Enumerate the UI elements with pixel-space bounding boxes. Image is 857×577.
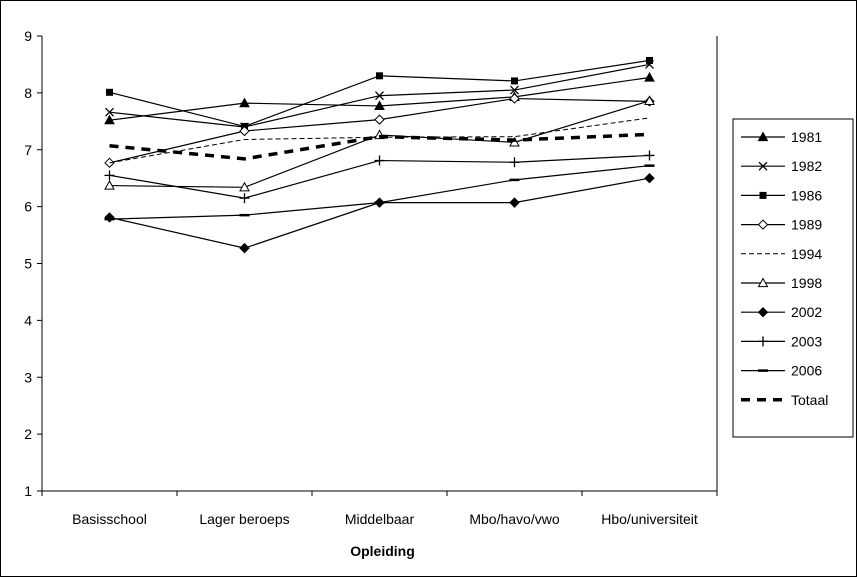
data-point xyxy=(104,180,115,190)
y-tick-label: 8 xyxy=(24,85,32,101)
legend-marker xyxy=(758,161,768,171)
series-2002 xyxy=(104,172,655,254)
data-point xyxy=(104,212,115,223)
legend-marker xyxy=(757,219,769,230)
legend-label: 1981 xyxy=(791,129,822,145)
data-point xyxy=(511,77,518,85)
x-tick-label: Mbo/havo/vwo xyxy=(469,511,559,527)
legend-label: 2006 xyxy=(791,363,822,379)
y-tick-label: 4 xyxy=(24,312,32,328)
y-tick-label: 9 xyxy=(24,28,32,44)
data-point xyxy=(239,97,250,108)
x-tick-label: Lager beroeps xyxy=(199,511,289,527)
legend-marker xyxy=(757,306,769,318)
legend-marker xyxy=(757,277,769,288)
data-point xyxy=(646,56,653,64)
y-tick-label: 6 xyxy=(24,199,32,215)
data-point xyxy=(644,172,655,184)
legend-entry: 1981 xyxy=(741,129,822,145)
plot-lines xyxy=(104,56,655,254)
data-point xyxy=(509,93,520,104)
legend-entry: 1998 xyxy=(741,275,822,291)
y-tick-label: 5 xyxy=(24,256,32,272)
series-2003 xyxy=(104,150,655,204)
x-axis-title: Opleiding xyxy=(350,543,415,559)
legend-marker xyxy=(758,336,768,347)
data-point xyxy=(374,100,385,111)
legend-entry: Totaal xyxy=(741,392,828,408)
data-point xyxy=(644,71,655,82)
legend-label: 1994 xyxy=(791,246,822,262)
series-totaal xyxy=(109,132,650,161)
legend-box xyxy=(732,118,854,438)
data-point xyxy=(374,114,385,125)
legend-label: 2003 xyxy=(791,333,822,349)
y-tick-label: 7 xyxy=(24,142,32,158)
y-tick-label: 3 xyxy=(24,369,32,385)
data-point xyxy=(509,157,520,168)
data-point xyxy=(104,114,115,125)
data-point xyxy=(376,72,383,80)
data-point xyxy=(105,107,114,117)
legend-marker xyxy=(757,131,769,142)
legend-label: 2002 xyxy=(791,304,822,320)
data-point xyxy=(375,91,384,101)
series-line xyxy=(109,76,650,121)
data-point xyxy=(239,181,250,192)
y-tick-label: 2 xyxy=(24,426,32,442)
legend-label: 1982 xyxy=(791,158,822,174)
legend-entry: 1986 xyxy=(741,187,822,203)
data-point xyxy=(106,88,113,96)
x-tick-label: Middelbaar xyxy=(345,511,415,527)
data-point xyxy=(239,242,250,254)
legend-label: 1998 xyxy=(791,275,822,291)
legend-entry: 1989 xyxy=(741,217,822,233)
series-line xyxy=(109,132,650,161)
data-point xyxy=(104,170,115,181)
legend: 1981 1982 1986 1989 1994 1998 2002 2003 2006 Tota… xyxy=(732,118,854,438)
y-tick-label: 1 xyxy=(24,483,32,499)
legend-label: 1989 xyxy=(791,217,822,233)
x-tick-label: Basisschool xyxy=(72,511,147,527)
data-point xyxy=(509,136,520,147)
legend-entry: 1994 xyxy=(741,246,822,262)
legend-entry: 2003 xyxy=(741,333,822,349)
legend-label: Totaal xyxy=(791,392,828,408)
y-ticks: 1 2 3 4 5 6 7 8 9 xyxy=(24,28,42,499)
legend-label: 1986 xyxy=(791,187,822,203)
data-point xyxy=(644,95,655,105)
x-tick-label: Hbo/universiteit xyxy=(601,511,698,527)
x-ticks: Basisschool Lager beroeps Middelbaar Mbo/ha… xyxy=(41,491,718,527)
data-point xyxy=(644,150,655,161)
legend-entry: 1982 xyxy=(741,158,822,174)
data-point xyxy=(374,155,385,166)
legend-entry: 2002 xyxy=(741,304,822,320)
data-point xyxy=(239,125,250,137)
data-point xyxy=(510,85,519,95)
data-point xyxy=(239,193,250,204)
data-point xyxy=(509,197,520,208)
legend-entry: 2006 xyxy=(741,363,822,379)
series-2006 xyxy=(104,164,655,221)
legend-marker xyxy=(759,191,767,199)
